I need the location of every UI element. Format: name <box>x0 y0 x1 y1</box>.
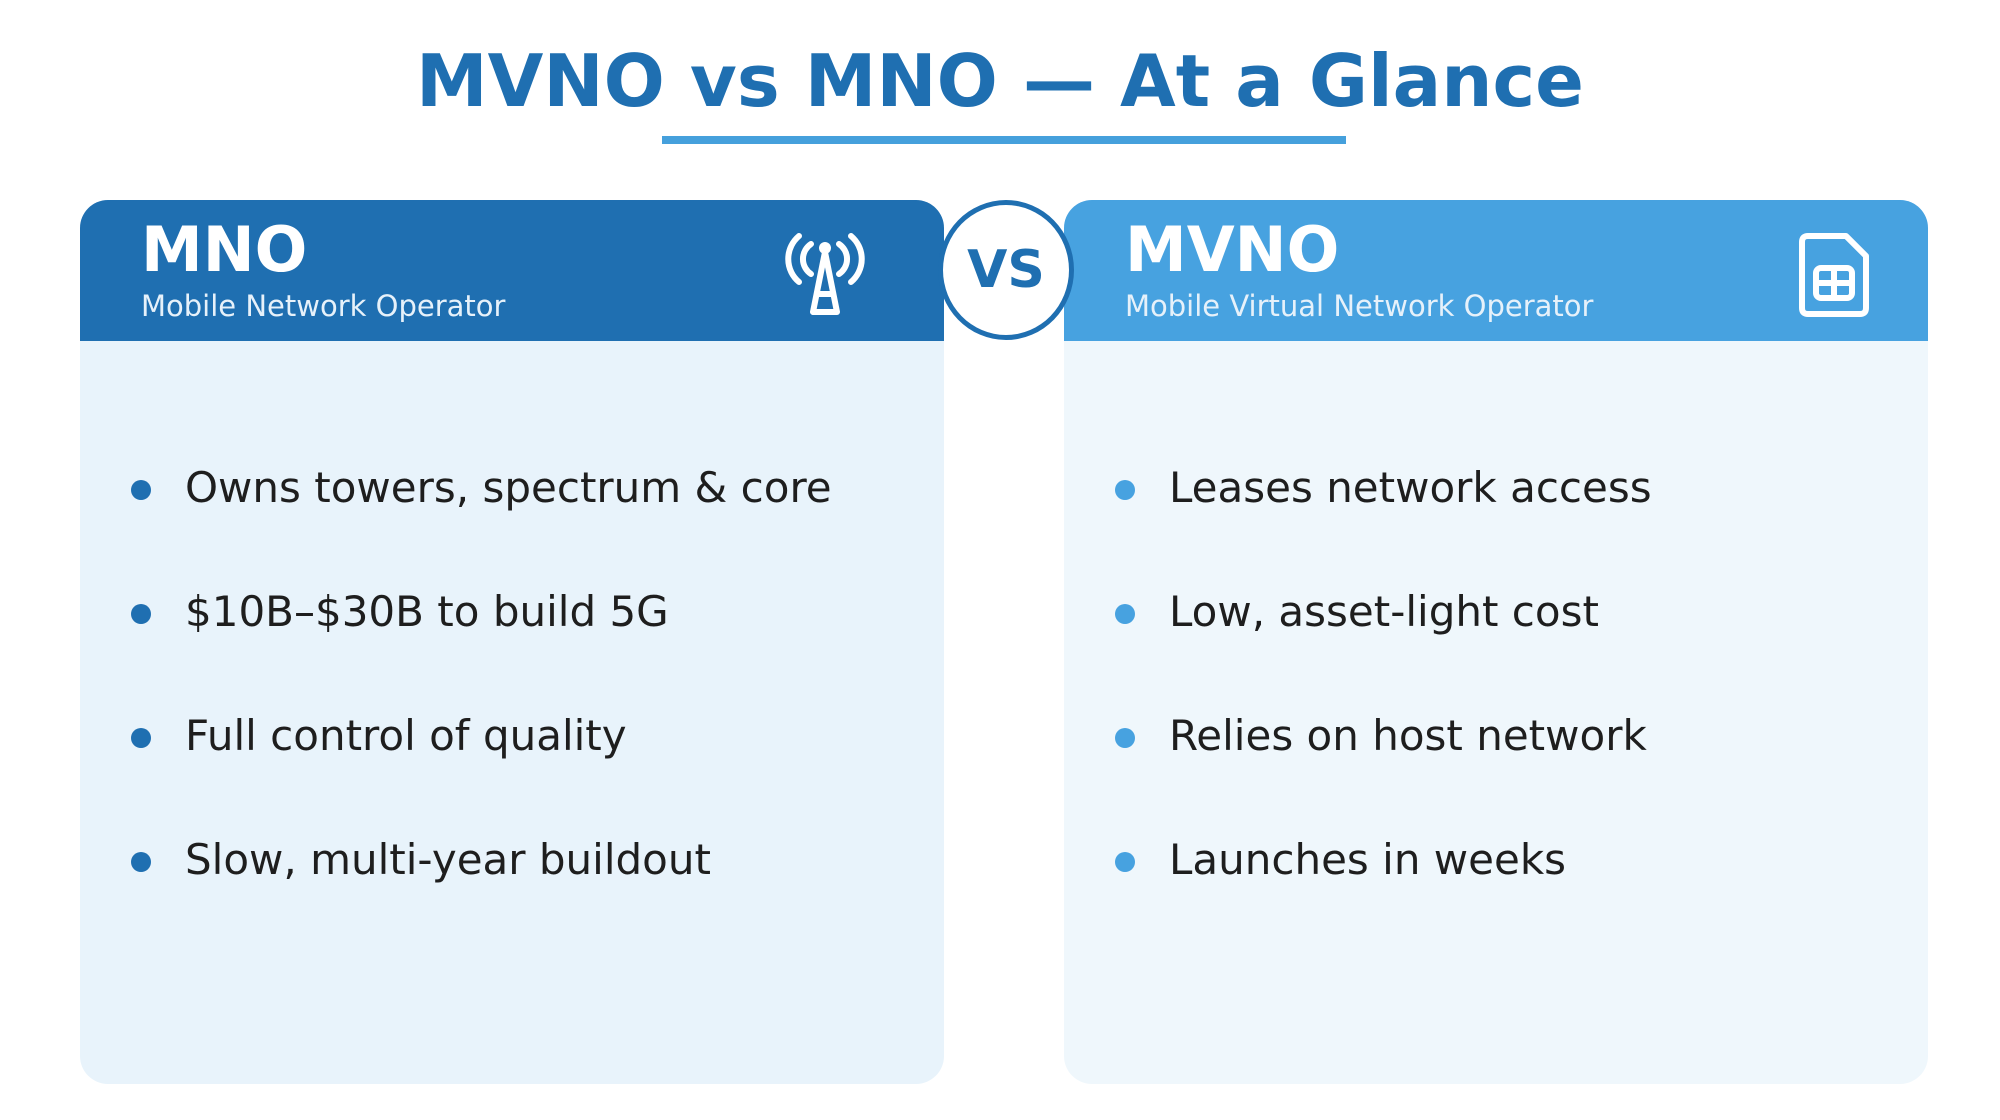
bullet-text: Full control of quality <box>185 711 627 760</box>
list-item: Low, asset-light cost <box>1064 572 1928 696</box>
mvno-card-header: MVNO Mobile Virtual Network Operator <box>1064 200 1928 341</box>
bullet-dot <box>131 728 151 748</box>
mno-card-header: MNO Mobile Network Operator <box>80 200 944 341</box>
list-item: Leases network access <box>1064 448 1928 572</box>
list-item: Relies on host network <box>1064 696 1928 820</box>
bullet-text: Leases network access <box>1169 463 1652 512</box>
mvno-card: MVNO Mobile Virtual Network Operator Lea… <box>1064 200 1928 1084</box>
mno-title: MNO <box>141 213 308 286</box>
bullet-text: Relies on host network <box>1169 711 1647 760</box>
bullet-dot <box>131 852 151 872</box>
bullet-dot <box>1115 480 1135 500</box>
list-item: Launches in weeks <box>1064 820 1928 944</box>
mno-card: MNO Mobile Network Operator <box>80 200 944 1084</box>
bullet-dot <box>1115 728 1135 748</box>
vs-badge: VS <box>938 200 1074 340</box>
bullet-dot <box>131 604 151 624</box>
bullet-text: Slow, multi-year buildout <box>185 835 711 884</box>
list-item: Full control of quality <box>80 696 944 820</box>
mno-bullet-list: Owns towers, spectrum & core $10B–$30B t… <box>80 448 944 944</box>
title-underline <box>662 136 1346 144</box>
list-item: Slow, multi-year buildout <box>80 820 944 944</box>
list-item: $10B–$30B to build 5G <box>80 572 944 696</box>
bullet-text: Owns towers, spectrum & core <box>185 463 832 512</box>
bullet-text: $10B–$30B to build 5G <box>185 587 669 636</box>
mvno-title: MVNO <box>1125 213 1340 286</box>
list-item: Owns towers, spectrum & core <box>80 448 944 572</box>
page-title: MVNO vs MNO — At a Glance <box>416 39 1584 123</box>
bullet-text: Launches in weeks <box>1169 835 1567 884</box>
mvno-subtitle: Mobile Virtual Network Operator <box>1125 289 1594 323</box>
bullet-text: Low, asset-light cost <box>1169 587 1599 636</box>
bullet-dot <box>1115 852 1135 872</box>
cell-tower-icon <box>785 233 865 315</box>
bullet-dot <box>131 480 151 500</box>
bullet-dot <box>1115 604 1135 624</box>
mno-subtitle: Mobile Network Operator <box>141 289 506 323</box>
sim-card-icon <box>1799 233 1869 317</box>
mvno-bullet-list: Leases network access Low, asset-light c… <box>1064 448 1928 944</box>
